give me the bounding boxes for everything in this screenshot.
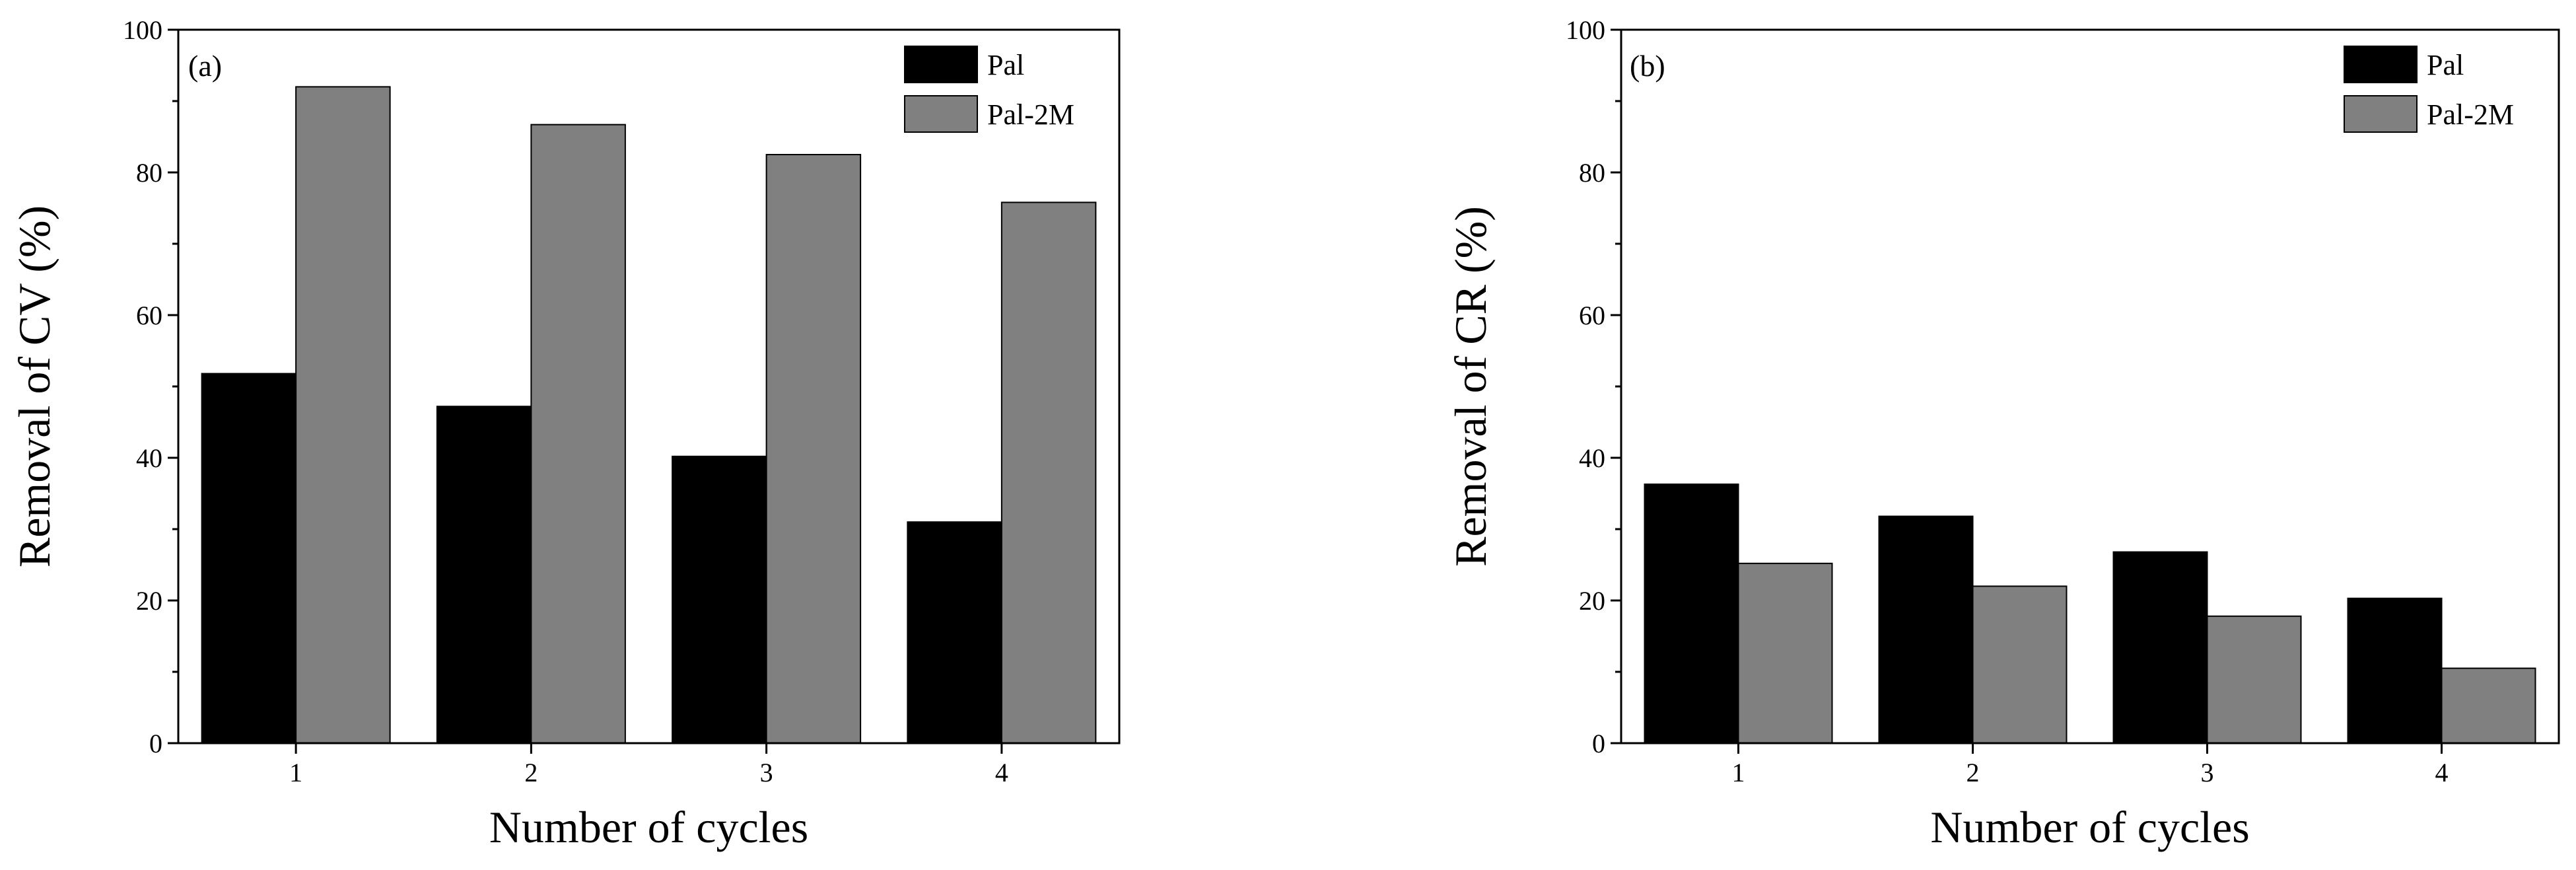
x-tick-label: 3 <box>2201 758 2214 787</box>
legend-label-pal: Pal <box>987 49 1024 81</box>
bar-pal-2m-cycle-3 <box>765 154 862 744</box>
legend-label-pal: Pal <box>2427 49 2464 81</box>
y-tick-label: 20 <box>136 586 162 616</box>
x-tick-label: 4 <box>2435 758 2449 787</box>
bar-pal-2m-cycle-4 <box>2441 667 2536 744</box>
bar-pal-2m-cycle-3 <box>2206 615 2302 744</box>
panel-a: 0 20 40 60 80 100 1 2 3 4 Number of cycles Removal … <box>9 15 1121 852</box>
bar-pal-cycle-2 <box>1878 515 1974 744</box>
y-tick-label: 60 <box>1579 301 1605 330</box>
bar-pal-2m-cycle-1 <box>295 86 391 744</box>
panel-label: (a) <box>188 49 222 83</box>
x-tick-label: 2 <box>1967 758 1980 787</box>
x-tick-label: 4 <box>995 758 1008 787</box>
bar-pal-cycle-3 <box>2112 551 2208 744</box>
y-tick-label: 100 <box>1566 15 1605 45</box>
bar-pal-2m-cycle-4 <box>1000 201 1097 744</box>
y-tick-label: 60 <box>136 301 162 330</box>
y-tick-label: 20 <box>1579 586 1605 616</box>
bar-pal-2m-cycle-2 <box>1972 585 2068 744</box>
y-tick-label: 80 <box>1579 158 1605 188</box>
x-tick-label: 1 <box>289 758 302 787</box>
x-axis-title: Number of cycles <box>489 802 808 852</box>
panel-label: (b) <box>1630 49 1665 83</box>
x-tick-label: 3 <box>760 758 773 787</box>
y-axis-title: Removal of CV (%) <box>9 205 59 567</box>
x-tick-label: 1 <box>1732 758 1745 787</box>
bar-pal-cycle-4 <box>2347 597 2443 744</box>
bar-pal-cycle-2 <box>436 406 532 744</box>
bar-pal-cycle-1 <box>1644 483 1739 744</box>
legend-swatch-pal <box>2344 46 2418 83</box>
legend-label-pal-2m: Pal-2M <box>987 98 1074 131</box>
y-tick-label: 40 <box>136 443 162 473</box>
bar-pal-cycle-1 <box>201 373 297 744</box>
legend-swatch-pal-2m <box>904 95 978 133</box>
legend-swatch-pal-2m <box>2344 95 2418 133</box>
y-tick-label: 0 <box>149 729 162 758</box>
y-tick-label: 40 <box>1579 443 1605 473</box>
y-tick-label: 100 <box>123 15 162 45</box>
legend-label-pal-2m: Pal-2M <box>2427 98 2514 131</box>
y-axis-title: Removal of CR (%) <box>1445 206 1496 567</box>
bar-pal-2m-cycle-1 <box>1737 562 1833 744</box>
x-axis-title: Number of cycles <box>1930 802 2249 852</box>
panel-b: 0 20 40 60 80 100 1 2 3 4 Number of cycles Removal … <box>1445 15 2560 852</box>
x-tick-label: 2 <box>524 758 538 787</box>
y-tick-label: 0 <box>1592 729 1605 758</box>
y-tick-label: 80 <box>136 158 162 188</box>
bar-pal-cycle-4 <box>907 521 1002 744</box>
legend-swatch-pal <box>904 46 978 83</box>
bar-pal-2m-cycle-2 <box>530 124 626 744</box>
bar-pal-cycle-3 <box>672 455 767 744</box>
